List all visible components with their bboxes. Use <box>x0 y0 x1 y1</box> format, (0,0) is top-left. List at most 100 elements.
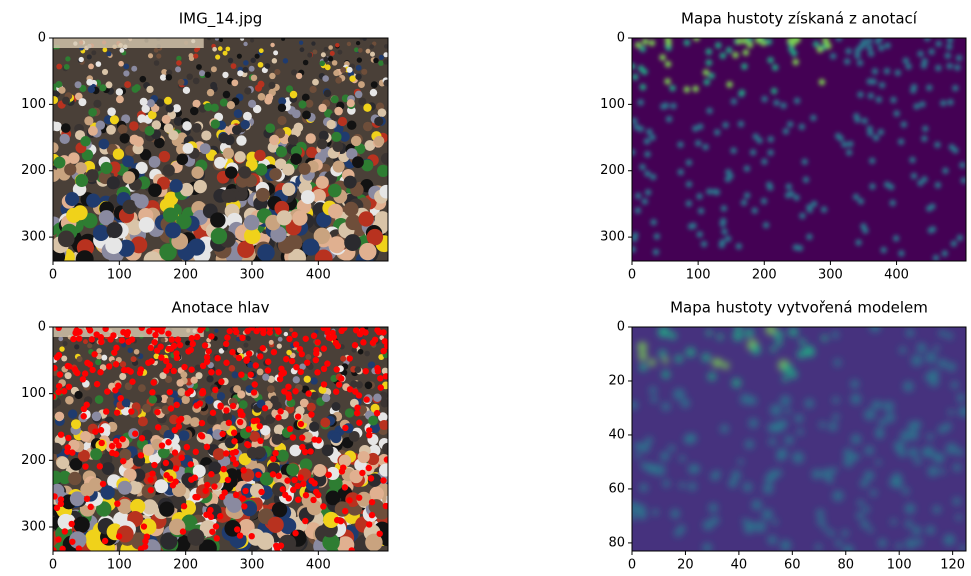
crowd <box>96 348 102 354</box>
blob <box>933 345 940 352</box>
blob <box>960 177 966 184</box>
blob <box>685 159 693 166</box>
head-marker <box>158 442 166 449</box>
crowd <box>320 52 326 58</box>
head-marker <box>167 475 174 482</box>
y-tick-label: 0 <box>38 31 46 46</box>
head-marker <box>330 333 338 341</box>
crowd <box>265 123 276 134</box>
blob <box>720 217 727 225</box>
crowd <box>372 41 377 46</box>
crowd <box>236 135 247 146</box>
crowd <box>236 53 242 59</box>
crowd <box>57 230 75 248</box>
blob <box>765 181 773 189</box>
blob <box>643 138 651 145</box>
head-marker <box>154 408 161 416</box>
crowd <box>354 366 362 374</box>
crowd <box>314 249 333 261</box>
blob <box>646 128 653 136</box>
crowd <box>240 38 245 41</box>
blob <box>673 388 686 401</box>
crowd <box>283 331 289 337</box>
crowd <box>153 47 159 53</box>
blob <box>731 470 742 481</box>
crowd <box>176 213 192 230</box>
crowd <box>122 155 134 168</box>
head-marker <box>176 341 184 349</box>
crowd <box>240 119 250 130</box>
blob <box>792 451 805 464</box>
y-tick-label: 100 <box>21 97 46 112</box>
head-marker <box>113 437 120 445</box>
head-marker <box>241 503 248 510</box>
head-marker <box>380 347 387 355</box>
head-marker <box>234 526 241 533</box>
panel-title: IMG_14.jpg <box>179 10 263 29</box>
crowd <box>178 430 190 442</box>
blob <box>917 50 924 57</box>
blob <box>648 358 656 367</box>
head-marker <box>355 494 363 501</box>
crowd <box>219 98 228 107</box>
crowd <box>236 347 243 354</box>
crowd <box>134 194 149 209</box>
crowd <box>119 133 130 144</box>
crowd <box>268 339 274 345</box>
head-marker <box>289 434 297 441</box>
crowd <box>226 497 242 513</box>
blob <box>867 527 874 534</box>
crowd <box>87 85 95 94</box>
crowd <box>142 499 158 515</box>
crowd <box>126 219 143 236</box>
head-marker <box>297 474 304 481</box>
blob <box>785 183 793 190</box>
blob <box>641 38 649 45</box>
x-tick-label: 120 <box>940 558 965 573</box>
head-marker <box>284 477 291 484</box>
blob <box>845 48 852 55</box>
blob <box>670 102 677 110</box>
crowd <box>148 452 162 465</box>
crowd <box>339 131 350 142</box>
blob <box>843 448 854 459</box>
crowd <box>281 182 296 196</box>
head-marker <box>238 371 245 378</box>
head-marker <box>302 492 310 499</box>
blob <box>737 458 744 465</box>
blob <box>959 544 966 551</box>
head-marker <box>360 339 367 346</box>
head-marker <box>314 339 321 346</box>
crowd <box>88 63 94 70</box>
y-tick-label: 100 <box>21 386 46 401</box>
blob <box>664 60 672 68</box>
head-marker <box>165 330 172 337</box>
crowd <box>366 228 384 246</box>
blob <box>869 327 881 333</box>
head-marker <box>180 503 188 510</box>
crowd <box>250 57 256 64</box>
crowd <box>362 121 373 132</box>
crowd <box>299 458 313 471</box>
blob <box>771 64 779 71</box>
head-marker <box>292 388 299 395</box>
crowd <box>154 137 165 149</box>
head-marker <box>266 327 273 331</box>
crowd <box>286 463 300 477</box>
crowd <box>210 119 221 129</box>
crowd <box>222 71 229 79</box>
crowd <box>331 402 341 411</box>
x-tick-label: 60 <box>784 558 801 573</box>
blob <box>942 167 949 174</box>
blob <box>637 341 648 352</box>
crowd <box>56 63 63 70</box>
blob <box>697 123 704 130</box>
crowd <box>312 78 319 86</box>
blob <box>796 244 804 252</box>
crowd <box>161 68 168 76</box>
head-marker <box>99 480 107 488</box>
crowd <box>316 138 328 150</box>
crowd <box>354 90 363 99</box>
blob <box>696 193 703 200</box>
blob <box>911 354 923 367</box>
